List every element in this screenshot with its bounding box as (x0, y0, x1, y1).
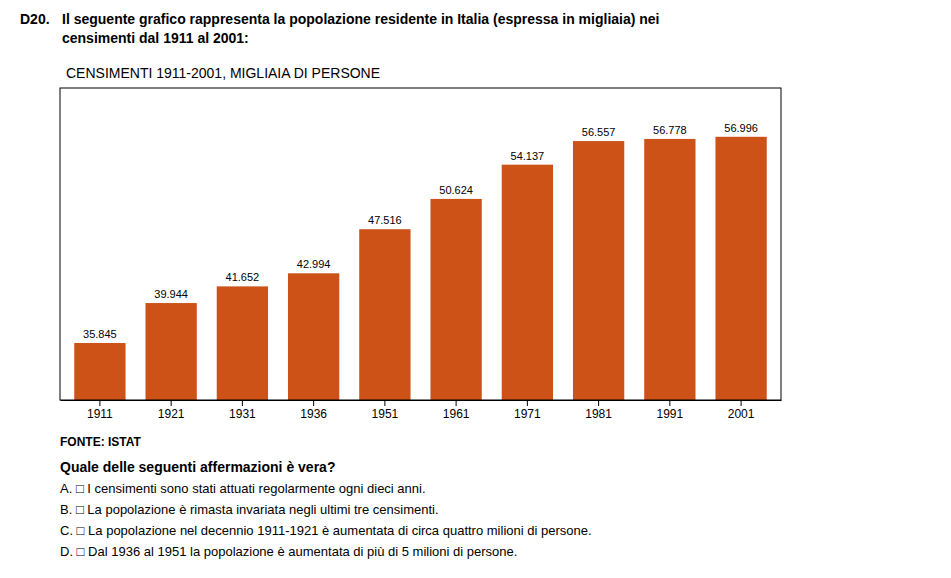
x-tick: 1936 (300, 400, 327, 421)
x-tick-label: 2001 (728, 407, 755, 421)
data-label: 41.652 (226, 271, 260, 283)
x-tick-mark (99, 400, 100, 406)
x-tick-mark (384, 400, 385, 406)
data-label: 35.845 (83, 328, 117, 340)
bar (644, 139, 695, 400)
header-text-line: Il seguente grafico rappresenta la popol… (62, 11, 660, 27)
x-axis: 1911 1921 1931 1936 1951 1961 1971 1981 1991 2001 (61, 400, 782, 421)
x-tick-mark (669, 400, 670, 406)
data-label: 39.944 (154, 288, 188, 300)
x-tick-label: 1991 (657, 407, 684, 421)
x-tick-mark (242, 400, 243, 406)
option: A. □ I censimenti sono stati attuati reg… (60, 481, 426, 496)
x-tick-label: 1911 (87, 407, 113, 421)
data-label: 50.624 (439, 184, 473, 196)
option: C. □ La popolazione nel decennio 1911-19… (60, 523, 592, 538)
x-tick-label: 1936 (300, 407, 327, 421)
question-title: Quale delle seguenti affermazioni è vera… (60, 459, 335, 475)
x-tick-mark (456, 400, 457, 406)
bar (715, 137, 766, 400)
chart-title: CENSIMENTI 1911-2001, MIGLIAIA DI PERSON… (66, 65, 380, 81)
bar (573, 141, 624, 400)
bar (430, 199, 481, 400)
data-label: 47.516 (368, 214, 402, 226)
x-tick-mark (527, 400, 528, 406)
plot: 35.845 39.944 41.652 42.994 47.516 50.624 54.1… (60, 88, 782, 421)
x-tick-label: 1961 (443, 407, 470, 421)
bars (74, 137, 767, 400)
x-tick: 1911 (87, 400, 113, 421)
x-tick: 1971 (514, 400, 541, 421)
plot-frame (60, 88, 781, 400)
data-label: 42.994 (297, 258, 331, 270)
data-label: 56.557 (582, 126, 616, 138)
option: D. □ Dal 1936 al 1951 la popolazione è a… (60, 544, 517, 559)
option: B. □ La popolazione è rimasta invariata … (60, 502, 439, 517)
x-tick: 1991 (657, 400, 684, 421)
x-tick: 1921 (158, 400, 185, 421)
x-tick: 1961 (443, 400, 470, 421)
data-label: 54.137 (511, 150, 545, 162)
x-tick-label: 1981 (585, 407, 612, 421)
x-tick: 2001 (728, 400, 755, 421)
data-labels: 35.845 39.944 41.652 42.994 47.516 50.624 54.1… (83, 122, 758, 340)
x-tick: 1931 (229, 400, 256, 421)
bar (217, 286, 268, 400)
bar (74, 343, 125, 400)
bar (359, 229, 410, 400)
header-label: D20. (20, 11, 50, 27)
x-tick-mark (313, 400, 314, 406)
x-tick-label: 1971 (514, 407, 541, 421)
x-tick-label: 1951 (372, 407, 399, 421)
x-tick-label: 1931 (229, 407, 256, 421)
header-text-line: censimenti dal 1911 al 2001: (62, 30, 249, 46)
x-tick-label: 1921 (158, 407, 185, 421)
x-tick-mark (598, 400, 599, 406)
x-tick-mark (171, 400, 172, 406)
header-text: Il seguente grafico rappresenta la popol… (62, 11, 660, 46)
x-axis-line (61, 400, 782, 401)
source-note: FONTE: ISTAT (60, 435, 142, 449)
x-tick: 1951 (372, 400, 399, 421)
x-tick: 1981 (585, 400, 612, 421)
data-label: 56.996 (724, 122, 758, 134)
x-tick-mark (741, 400, 742, 406)
bar (288, 273, 339, 400)
chart: D20. Il seguente grafico rappresenta la p… (0, 0, 951, 578)
bar (145, 303, 196, 400)
bar (502, 165, 553, 400)
data-label: 56.778 (653, 124, 687, 136)
